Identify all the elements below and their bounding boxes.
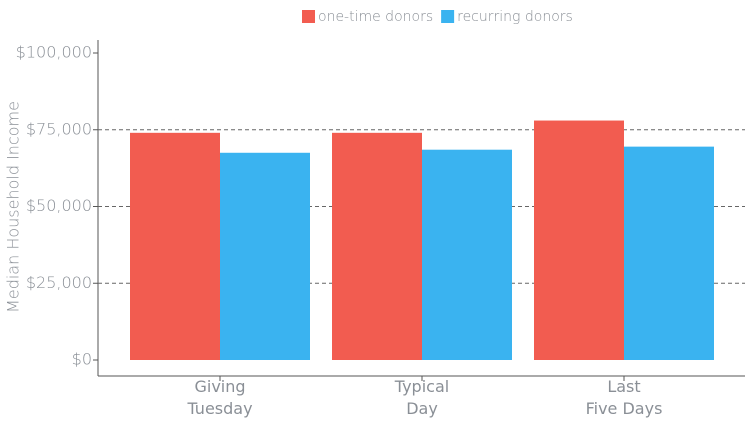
bar: [220, 152, 310, 360]
y-tick-label: $50,000: [26, 196, 92, 215]
x-tick-label: Last Five Days: [585, 377, 663, 418]
legend-label: one-time donors: [318, 9, 433, 25]
x-tick-label: Giving Tuesday: [187, 377, 253, 418]
x-tick-label: Typical Day: [394, 377, 450, 418]
legend-swatch: [302, 10, 315, 23]
y-tick-label: $100,000: [16, 43, 92, 62]
bar: [332, 132, 422, 360]
bar: [624, 146, 714, 360]
legend-label: recurring donors: [457, 9, 573, 25]
bar: [130, 132, 220, 360]
y-axis-label: Median Household Income: [4, 101, 23, 313]
bar: [534, 120, 624, 360]
legend-swatch: [441, 10, 455, 23]
y-tick-label: $25,000: [26, 273, 92, 292]
y-tick-label: $0: [72, 350, 92, 369]
bar: [422, 149, 512, 360]
y-tick-label: $75,000: [26, 119, 92, 138]
